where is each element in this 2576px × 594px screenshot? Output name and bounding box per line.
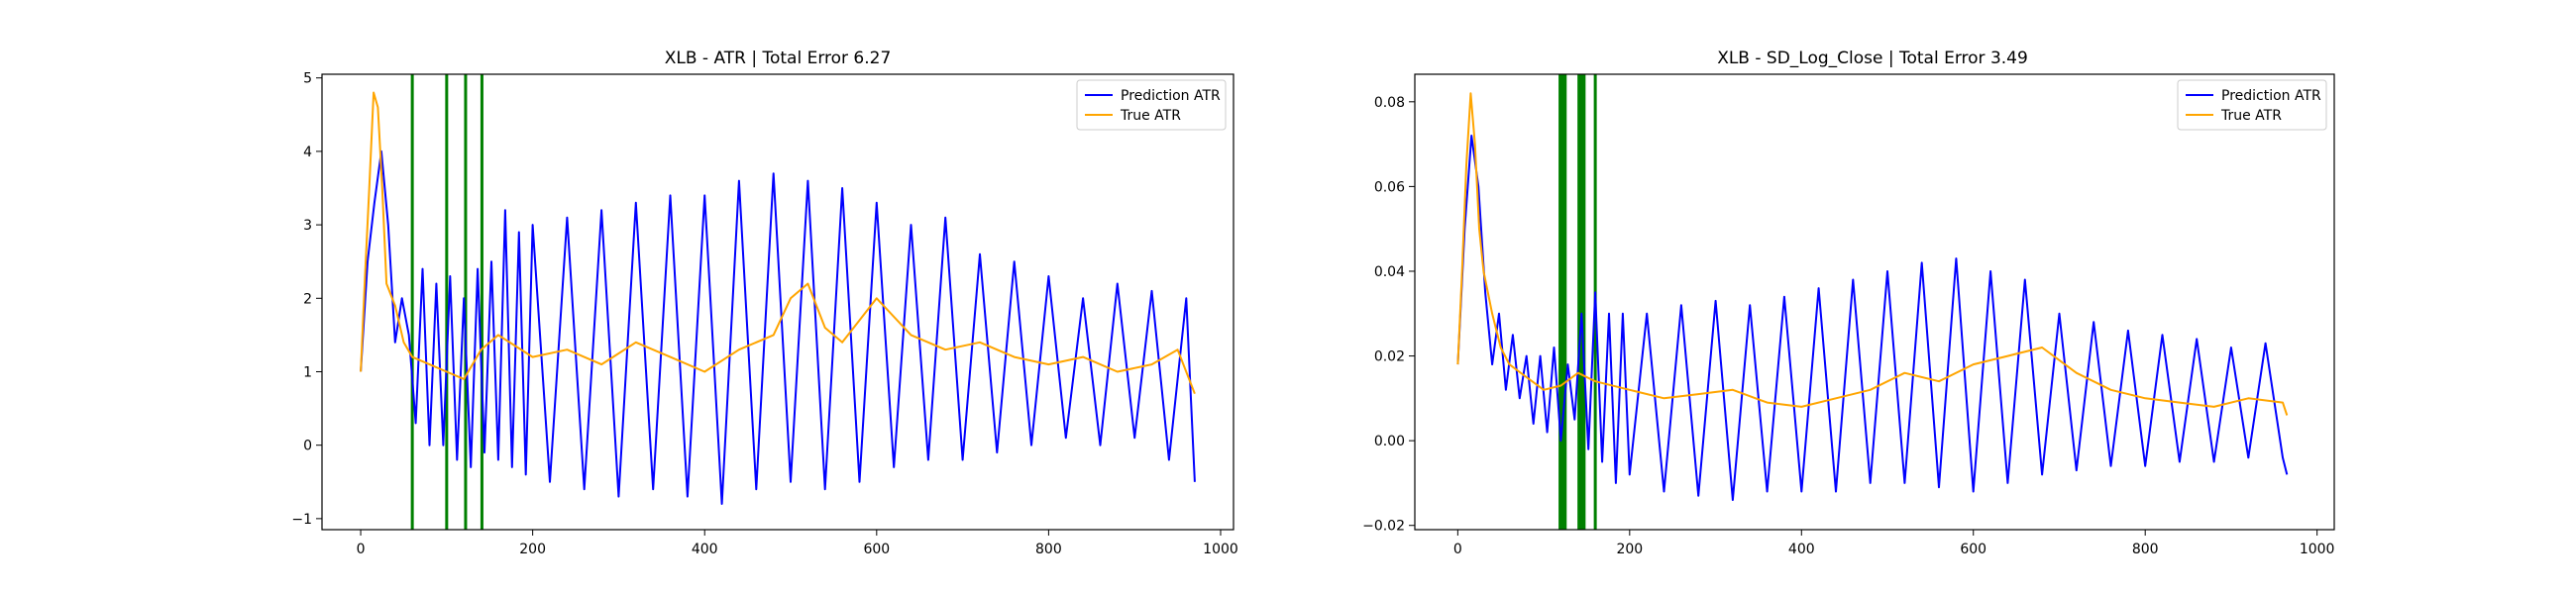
legend-box: [2177, 79, 2327, 131]
x-tick-label: 600: [1960, 542, 1986, 557]
legend-label: True ATR: [1120, 108, 1181, 124]
chart-title: XLB - SD_Log_Close | Total Error 3.49: [1717, 49, 2028, 68]
y-tick-label: −1: [291, 512, 312, 528]
x-tick-label: 400: [692, 542, 718, 557]
y-tick-label: 4: [303, 145, 312, 160]
atr-chart: XLB - ATR | Total Error 6.27 0 200 400 600 8…: [291, 49, 1237, 557]
y-tick-label: −0.02: [1362, 519, 1405, 535]
legend: Prediction ATR True ATR: [2177, 79, 2327, 131]
x-tick-label: 0: [1453, 542, 1462, 557]
series-line-prediction-atr: [360, 149, 1196, 505]
series-line-prediction-atr: [1456, 135, 2289, 501]
y-tick-label: 3: [303, 218, 312, 234]
x-tick-label: 200: [1616, 542, 1643, 557]
sd-log-close-chart: XLB - SD_Log_Close | Total Error 3.49 0 2…: [1362, 49, 2335, 557]
y-tick-label: 0.00: [1374, 434, 1405, 449]
y-tick-label: 0.06: [1374, 179, 1405, 195]
series-line-true-atr: [360, 91, 1196, 395]
y-tick-label: 0.08: [1374, 95, 1405, 111]
axes-frame: [321, 73, 1234, 531]
x-tick-label: 800: [1035, 542, 1062, 557]
x-tick-label: 0: [357, 542, 366, 557]
y-tick-label: 0.02: [1374, 349, 1405, 365]
legend-label: Prediction ATR: [2221, 88, 2321, 104]
y-tick-label: 0: [303, 439, 312, 454]
legend-label: Prediction ATR: [1121, 88, 1221, 104]
chart-title: XLB - ATR | Total Error 6.27: [665, 49, 892, 68]
x-tick-label: 1000: [1203, 542, 1238, 557]
x-tick-label: 600: [863, 542, 890, 557]
x-tick-label: 200: [519, 542, 546, 557]
series-line-true-atr: [1456, 92, 2289, 416]
x-tick-label: 400: [1788, 542, 1815, 557]
x-tick-label: 800: [2132, 542, 2159, 557]
axes-frame: [1414, 73, 2335, 531]
legend-label: True ATR: [2220, 108, 2282, 124]
y-tick-label: 0.04: [1374, 264, 1405, 280]
legend: Prediction ATR True ATR: [1076, 79, 1227, 131]
y-tick-label: 2: [303, 291, 312, 307]
legend-box: [1076, 79, 1227, 131]
y-tick-label: 1: [303, 364, 312, 380]
x-tick-label: 1000: [2300, 542, 2335, 557]
y-tick-label: 5: [303, 71, 312, 87]
